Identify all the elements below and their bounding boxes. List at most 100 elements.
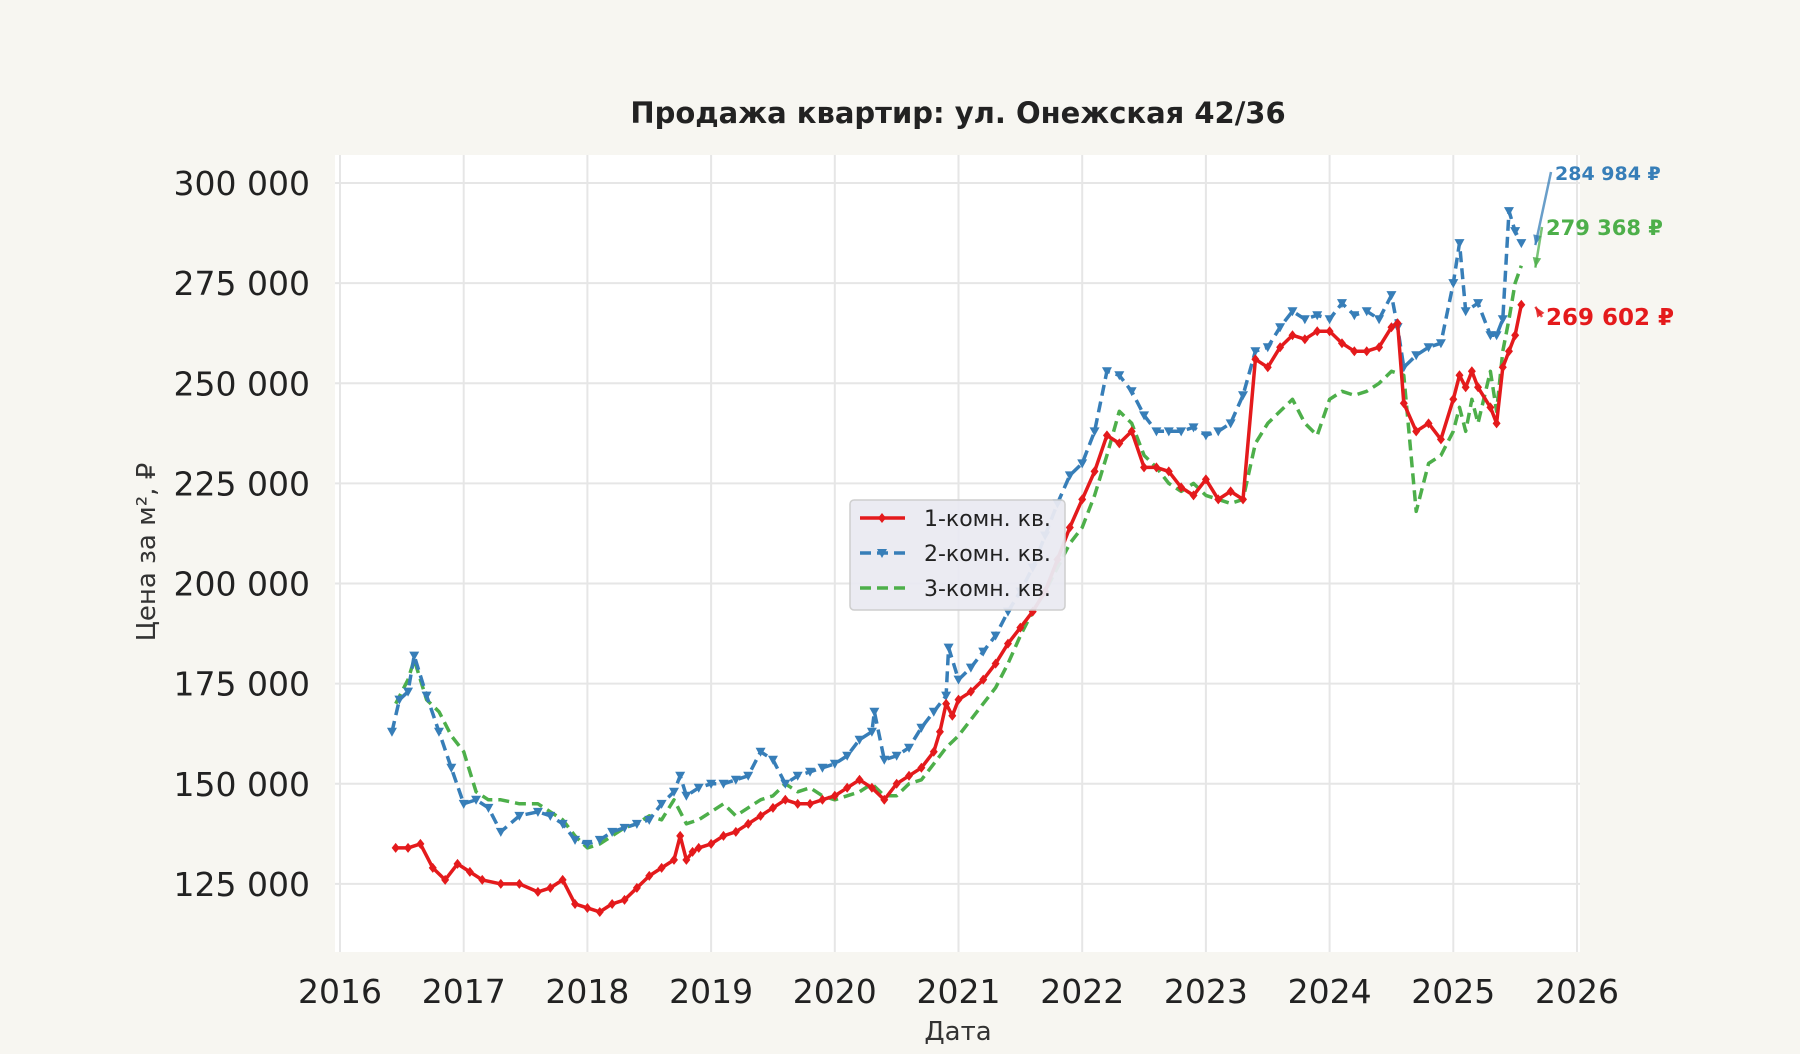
data-point [483, 803, 494, 813]
data-point [905, 770, 914, 781]
data-point [941, 691, 952, 701]
data-point [792, 771, 803, 781]
data-point [1287, 307, 1298, 317]
data-point [781, 794, 790, 805]
data-point [545, 811, 556, 821]
data-point [730, 775, 741, 785]
data-point [1491, 331, 1502, 341]
data-point [404, 842, 413, 853]
data-point [1498, 362, 1507, 373]
data-point [1065, 522, 1074, 533]
data-point [1511, 330, 1520, 341]
data-point [656, 799, 667, 809]
data-point [403, 687, 414, 697]
data-point [1393, 318, 1402, 329]
data-point [453, 858, 462, 869]
annotation-arrow [1534, 171, 1553, 246]
data-point [755, 747, 766, 757]
data-point [1127, 426, 1136, 437]
data-point [478, 874, 487, 885]
data-point [1139, 411, 1150, 421]
data-point [1226, 486, 1235, 497]
data-point [793, 798, 802, 809]
data-point [731, 826, 740, 837]
data-point [928, 707, 939, 717]
data-point [929, 746, 938, 757]
x-tick-label: 2021 [917, 972, 1001, 1011]
data-point [916, 723, 927, 733]
data-point [1275, 323, 1286, 333]
annotation-arrowhead [1532, 256, 1542, 268]
y-tick-label: 275 000 [174, 264, 310, 303]
data-point [1299, 315, 1310, 325]
x-tick-label: 2026 [1535, 972, 1619, 1011]
data-point [688, 846, 697, 857]
data-point [1350, 346, 1359, 357]
annotation-label: 284 984 ₽ [1555, 163, 1661, 185]
data-point [1176, 427, 1187, 437]
data-point [756, 810, 765, 821]
data-point [433, 727, 444, 737]
data-point [718, 779, 729, 789]
data-point [1250, 347, 1261, 357]
data-point [867, 782, 876, 793]
data-point [1201, 474, 1210, 485]
data-point [904, 743, 915, 753]
chart-title: Продажа квартир: ул. Онежская 42/36 [630, 96, 1285, 130]
data-point [645, 870, 654, 881]
data-point [979, 674, 988, 685]
data-point [496, 878, 505, 889]
data-point [1078, 494, 1087, 505]
data-point [1312, 311, 1323, 321]
data-point [1424, 418, 1433, 429]
legend-item: 2-комн. кв. [860, 542, 1051, 567]
data-point [1423, 343, 1434, 353]
data-point [1300, 334, 1309, 345]
data-point [495, 827, 506, 837]
legend-marker [877, 549, 887, 558]
data-point [1188, 423, 1199, 433]
legend-box [849, 499, 1066, 611]
data-point [619, 823, 630, 833]
data-point [1492, 418, 1501, 429]
data-point [421, 691, 432, 701]
data-point [1504, 346, 1513, 357]
data-point [1336, 299, 1347, 309]
data-point [966, 686, 975, 697]
data-point [644, 815, 655, 825]
data-point [694, 842, 703, 853]
data-point [595, 906, 604, 917]
data-point [744, 818, 753, 829]
legend-marker [878, 513, 886, 523]
x-tick-label: 2024 [1288, 972, 1372, 1011]
data-point [632, 882, 641, 893]
data-point [570, 835, 581, 845]
data-point [817, 763, 828, 773]
data-point [990, 631, 1001, 641]
x-tick-label: 2020 [793, 972, 877, 1011]
data-point [780, 779, 791, 789]
data-point [953, 675, 964, 685]
data-point [391, 842, 400, 853]
data-point [571, 898, 580, 909]
data-point [1152, 462, 1161, 473]
data-point [1003, 638, 1012, 649]
data-point [1251, 354, 1260, 365]
data-point [1276, 342, 1285, 353]
data-point [1374, 315, 1385, 325]
data-point [1263, 362, 1272, 373]
data-point [1411, 351, 1422, 361]
data-point [1016, 622, 1025, 633]
data-point [428, 862, 437, 873]
series-line [394, 265, 1523, 850]
data-point [546, 882, 555, 893]
data-point [608, 898, 617, 909]
data-point [1189, 490, 1198, 501]
data-point [1077, 459, 1088, 469]
data-point [743, 771, 754, 781]
data-point [668, 787, 679, 797]
y-tick-label: 125 000 [174, 865, 310, 904]
y-tick-label: 300 000 [174, 164, 310, 203]
data-point [1448, 279, 1459, 289]
